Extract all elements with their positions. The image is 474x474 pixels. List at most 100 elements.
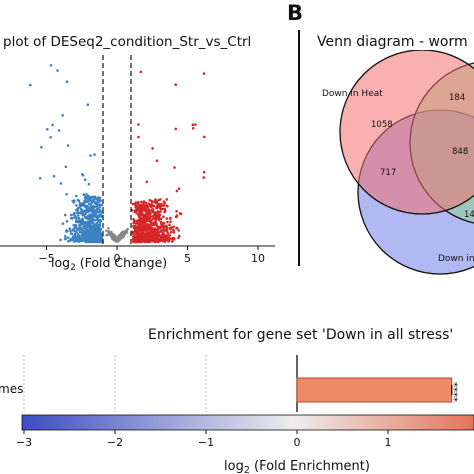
volcano-point [66, 236, 70, 239]
volcano-point [169, 231, 173, 234]
volcano-point [73, 214, 77, 218]
volcano-point [152, 211, 155, 214]
volcano-point [155, 206, 158, 210]
volcano-point [137, 232, 141, 236]
volcano-point [162, 204, 165, 207]
volcano-point [155, 159, 159, 162]
volcano-point [141, 213, 145, 216]
volcano-point [82, 220, 85, 224]
volcano-point [100, 203, 104, 207]
volcano-point [92, 204, 95, 208]
volcano-point [66, 144, 70, 147]
volcano-point [86, 240, 90, 243]
volcano-point [138, 225, 141, 229]
colorbar-tick-label: 1 [385, 436, 392, 449]
volcano-point [81, 173, 85, 177]
venn-value-red-only: 1058 [371, 120, 393, 130]
volcano-point [59, 238, 62, 242]
volcano-point [138, 222, 141, 226]
colorbar [21, 414, 474, 431]
volcano-points [29, 64, 206, 244]
volcano-point [95, 204, 99, 208]
volcano-point [79, 239, 83, 242]
volcano-point [93, 153, 96, 156]
volcano-point [51, 123, 54, 127]
volcano-point [137, 220, 141, 223]
volcano-point [99, 213, 103, 217]
volcano-point [202, 72, 206, 75]
volcano-point [151, 218, 154, 221]
volcano-point [158, 206, 162, 210]
volcano-point [172, 225, 175, 228]
colorbar-axis: −3 −2 −1 0 1 [16, 430, 392, 449]
volcano-point [84, 198, 87, 202]
volcano-point [157, 239, 160, 243]
volcano-point [75, 211, 79, 215]
volcano-point [88, 231, 91, 235]
volcano-point [96, 198, 100, 202]
volcano-point [86, 103, 90, 106]
volcano-point [57, 129, 61, 132]
volcano-point [163, 238, 166, 242]
volcano-point [162, 215, 165, 218]
volcano-point [145, 215, 149, 218]
volcano-point [83, 238, 87, 242]
volcano-x-axis: −5 0 5 10 [0, 245, 275, 265]
volcano-point [148, 228, 151, 231]
volcano-point [131, 230, 134, 234]
volcano-point [75, 204, 78, 207]
volcano-point [99, 219, 102, 223]
venn-value-blue-only: 14 [464, 210, 474, 220]
volcano-point [169, 216, 172, 220]
volcano-x-label: log2 (Fold Change) [51, 255, 167, 273]
volcano-point [161, 237, 164, 241]
volcano-point [159, 217, 163, 220]
volcano-point [191, 127, 195, 130]
volcano-point [75, 216, 78, 220]
volcano-point [93, 195, 97, 198]
volcano-point [64, 165, 68, 169]
volcano-point [97, 211, 101, 214]
volcano-point [161, 207, 165, 211]
colorbar-tick-label: 0 [294, 436, 301, 449]
volcano-point [132, 221, 136, 225]
volcano-point [70, 216, 73, 220]
volcano-point [74, 236, 77, 239]
volcano-point [132, 224, 135, 228]
volcano-point [90, 237, 93, 241]
volcano-point [91, 239, 95, 242]
volcano-point [175, 226, 178, 230]
volcano-point [65, 220, 69, 223]
volcano-point [154, 221, 157, 224]
volcano-point [156, 204, 160, 208]
volcano-point [112, 237, 115, 241]
volcano-point [148, 236, 152, 239]
volcano-point [121, 233, 124, 236]
volcano-point [98, 209, 102, 212]
volcano-point [163, 225, 166, 229]
volcano-point [148, 198, 151, 202]
volcano-point [80, 227, 83, 231]
volcano-point [144, 201, 148, 205]
volcano-point [100, 233, 103, 236]
volcano-point [138, 235, 142, 239]
volcano-point [69, 237, 73, 241]
volcano-point [179, 212, 183, 215]
volcano-point [131, 202, 135, 206]
volcano-point [78, 224, 82, 228]
volcano-point [165, 224, 168, 228]
volcano-point [161, 231, 165, 235]
volcano-point [134, 225, 137, 229]
volcano-point [160, 224, 164, 227]
volcano-point [72, 227, 76, 230]
volcano-point [87, 209, 91, 213]
volcano-point [162, 228, 165, 232]
volcano-point [49, 136, 52, 139]
volcano-point [139, 70, 143, 74]
volcano-point [95, 202, 99, 205]
volcano-point [151, 208, 155, 211]
volcano-point [84, 220, 87, 224]
panel-label-b: B [287, 1, 303, 25]
volcano-point [165, 198, 169, 201]
volcano-point [97, 235, 101, 239]
